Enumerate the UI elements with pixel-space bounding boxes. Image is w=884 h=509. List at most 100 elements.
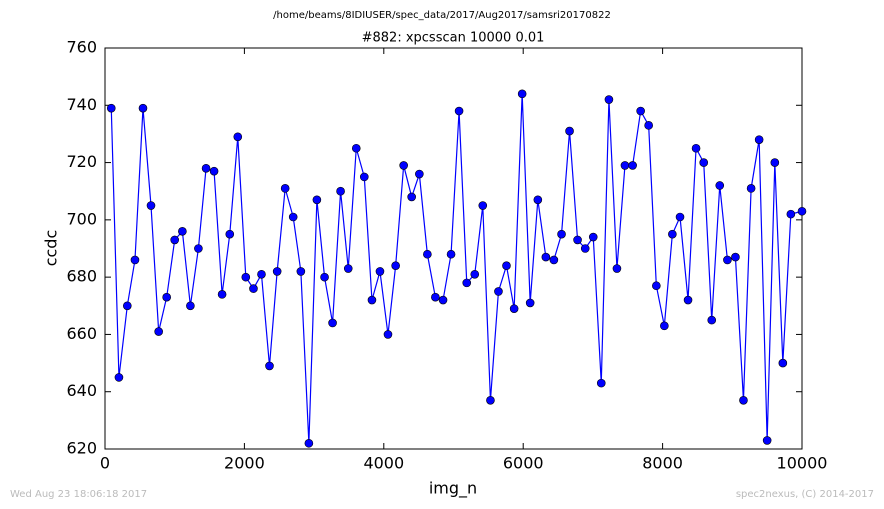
data-point — [636, 106, 645, 116]
data-point — [549, 255, 559, 265]
data-point — [280, 184, 290, 193]
data-point — [328, 318, 337, 328]
y-tick-label: 740 — [66, 95, 97, 114]
data-point — [486, 396, 495, 405]
data-point — [675, 212, 685, 222]
chart-title: #882: xpcsscan 10000 0.01 — [362, 31, 545, 46]
data-point — [162, 292, 171, 302]
data-point — [249, 284, 258, 293]
data-point — [367, 295, 377, 305]
data-point — [106, 103, 116, 113]
data-point — [178, 227, 187, 236]
data-point — [186, 301, 195, 311]
data-point — [201, 164, 211, 173]
data-point — [770, 158, 780, 167]
data-point — [746, 184, 756, 193]
data-point — [225, 229, 235, 239]
data-point — [233, 132, 243, 142]
data-point — [209, 166, 219, 176]
data-point — [123, 301, 132, 311]
data-point — [604, 95, 614, 104]
data-point — [343, 264, 353, 273]
data-point — [541, 252, 551, 262]
data-point — [691, 143, 701, 153]
data-point — [391, 261, 400, 270]
data-point — [699, 158, 709, 167]
data-point — [612, 264, 622, 273]
data-point — [628, 161, 637, 170]
data-point — [154, 327, 163, 336]
data-point — [114, 373, 124, 382]
y-tick-label: 760 — [66, 38, 97, 57]
data-point — [573, 235, 582, 245]
data-point — [399, 161, 408, 170]
data-point — [217, 290, 227, 299]
data-point — [423, 249, 432, 259]
data-point — [786, 209, 796, 219]
data-point — [257, 269, 266, 279]
data-point — [375, 267, 385, 276]
data-point — [723, 255, 732, 265]
data-point — [494, 287, 503, 296]
data-point — [470, 269, 480, 279]
data-point — [146, 201, 156, 210]
data-point — [438, 295, 448, 305]
data-point — [383, 330, 393, 339]
y-tick-label: 640 — [66, 381, 97, 400]
x-tick-label: 10000 — [777, 454, 828, 473]
y-tick-label: 720 — [66, 152, 97, 171]
y-tick-label: 620 — [66, 439, 97, 458]
y-tick-label: 680 — [66, 267, 97, 286]
data-point — [533, 195, 543, 205]
data-point — [668, 229, 677, 239]
x-tick-label: 6000 — [503, 454, 544, 473]
y-tick-label: 660 — [66, 324, 97, 343]
data-point — [509, 304, 519, 313]
data-point — [762, 436, 772, 445]
data-point — [778, 358, 788, 368]
data-point — [359, 172, 369, 182]
x-tick-label: 0 — [100, 454, 110, 473]
data-point — [683, 295, 693, 305]
data-point — [336, 186, 345, 196]
data-point — [588, 232, 598, 242]
data-point — [596, 378, 606, 388]
series-line — [110, 93, 803, 444]
data-point — [557, 229, 566, 239]
data-point — [194, 244, 203, 253]
data-point — [731, 252, 740, 262]
data-point — [138, 103, 148, 113]
data-point — [351, 143, 361, 153]
y-axis-label: ccdc — [42, 230, 61, 267]
data-point — [320, 272, 329, 282]
suptitle: /home/beams/8IDIUSER/spec_data/2017/Aug2… — [273, 10, 611, 21]
plot-frame — [104, 47, 803, 450]
x-tick-label: 4000 — [363, 454, 404, 473]
data-point — [715, 181, 725, 190]
x-tick-label: 8000 — [642, 454, 683, 473]
data-point — [296, 267, 306, 276]
data-point — [130, 255, 140, 265]
data-point — [407, 192, 416, 202]
data-point — [652, 281, 661, 291]
data-point — [265, 361, 274, 371]
data-point — [272, 267, 282, 276]
data-point — [415, 169, 424, 179]
data-point — [446, 249, 456, 259]
data-point — [304, 438, 314, 448]
footer-right: spec2nexus, (C) 2014-2017 — [736, 489, 874, 500]
data-point — [312, 195, 322, 205]
data-point — [565, 126, 574, 136]
data-point — [502, 261, 511, 270]
data-point — [431, 292, 440, 302]
data-point — [707, 315, 717, 325]
data-point — [462, 278, 472, 288]
data-point — [754, 135, 764, 144]
data-point — [525, 298, 535, 308]
data-point — [620, 161, 630, 170]
data-point — [644, 121, 653, 130]
data-point — [797, 206, 807, 216]
data-point — [454, 106, 464, 116]
y-tick-label: 700 — [66, 209, 97, 228]
footer-left: Wed Aug 23 18:06:18 2017 — [10, 489, 147, 500]
